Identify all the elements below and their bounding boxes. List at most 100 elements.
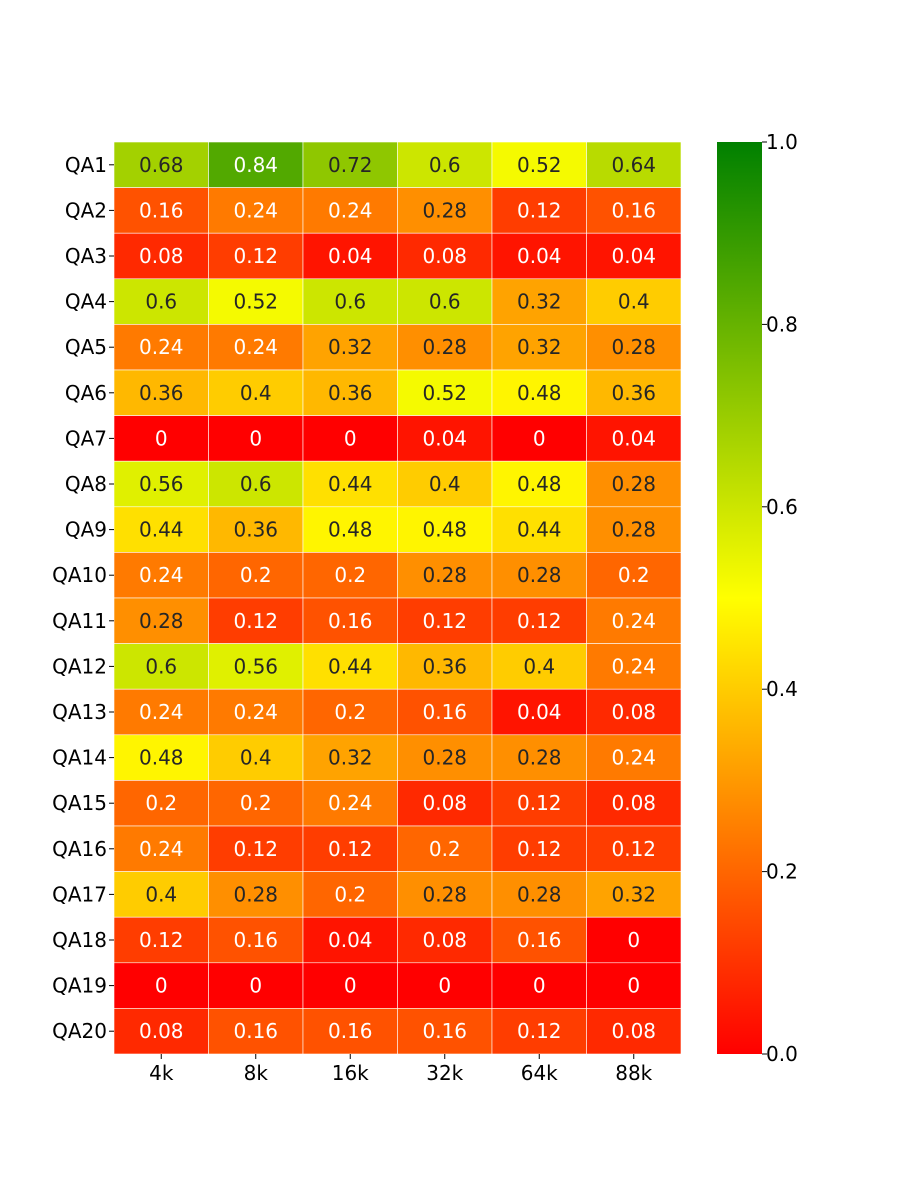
row-label: QA13 [52,700,107,724]
heatmap-cell [397,643,493,690]
cell-value-label: 0.72 [328,153,373,177]
cell-value-label: 0.24 [139,563,184,587]
heatmap-cell [491,825,587,872]
cell-value-label: 0.52 [233,290,278,314]
heatmap-cell [302,734,398,781]
cell-value-label: 0.44 [328,654,373,678]
heatmap-cell [208,141,304,188]
heatmap-cell [302,278,398,325]
cell-value-label: 0.4 [618,290,650,314]
cell-value-label: 0.28 [422,563,467,587]
cell-value-label: 0.04 [328,928,373,952]
heatmap-cell [397,734,493,781]
heatmap-cell [586,597,682,644]
heatmap-cell [586,369,682,416]
colorbar-tick-label: 0.8 [766,312,798,336]
heatmap-cell [586,506,682,553]
heatmap-cell [113,1008,209,1055]
heatmap-cell [302,232,398,280]
cell-value-label: 0.28 [233,882,278,906]
heatmap-cell [113,780,209,827]
heatmap-cell [113,552,209,599]
cell-value-label: 0.16 [328,609,373,633]
colorbar-tick-label: 0.4 [766,677,798,701]
cell-value-label: 0.04 [517,700,562,724]
cell-value-label: 0.12 [517,837,562,861]
heatmap-cell [113,460,209,508]
column-label: 32k [426,1061,463,1085]
cell-value-label: 0.4 [240,746,272,770]
row-label: QA8 [65,472,107,496]
heatmap-cell [397,871,493,918]
cell-value-label: 0.12 [517,791,562,815]
cell-value-label: 0.16 [233,1019,278,1043]
row-labels: QA1 QA2 QA3 QA4 QA5 QA6 QA7 QA8 QA9 QA10 QA11 QA12 Q… [52,153,114,1043]
heatmap-cell [113,871,209,918]
heatmap-cell [586,962,682,1009]
heatmap-cell [491,232,587,280]
heatmap-cell [113,324,209,371]
cell-value-label: 0.32 [611,882,656,906]
heatmap-cell [586,1008,682,1055]
row-label: QA16 [52,837,107,861]
heatmap-cell [302,780,398,827]
cell-value-label: 0.36 [422,654,467,678]
cell-value-label: 0.28 [422,198,467,222]
heatmap-cell [302,688,398,736]
heatmap-cell [586,232,682,280]
heatmap-cell [586,141,682,188]
cell-value-label: 0.16 [139,198,184,222]
row-label: QA5 [65,335,107,359]
cell-value-label: 0.56 [233,654,278,678]
column-label: 64k [521,1061,558,1085]
cell-value-label: 0.12 [517,198,562,222]
cell-value-label: 0.4 [429,472,461,496]
heatmap-cell [113,141,209,188]
heatmap-cell [397,1008,493,1055]
heatmap-cell [491,141,587,188]
heatmap-cell [491,688,587,736]
row-label: QA2 [65,198,107,222]
cell-value-label: 0.16 [422,700,467,724]
cell-value-label: 0.04 [328,244,373,268]
heatmap-cell [208,962,304,1009]
cell-value-label: 0.2 [334,882,366,906]
column-label: 8k [244,1061,269,1085]
heatmap-cell [397,460,493,508]
cell-value-label: 0.28 [611,335,656,359]
heatmap-cell [397,324,493,371]
row-label: QA14 [52,746,107,770]
cell-value-label: 0.04 [422,426,467,450]
cell-value-label: 0.28 [422,882,467,906]
heatmap-cell [586,643,682,690]
cell-value-label: 0.36 [139,381,184,405]
cell-value-label: 0.28 [422,746,467,770]
heatmap-cell [397,825,493,872]
heatmap-cell [208,278,304,325]
cell-value-label: 0 [344,426,357,450]
heatmap-cell [397,780,493,827]
heatmap-cell [397,688,493,736]
cell-value-label: 0.08 [611,1019,656,1043]
cell-value-label: 0.24 [233,198,278,222]
column-label: 88k [615,1061,652,1085]
heatmap-cell [113,643,209,690]
cell-value-label: 0.08 [422,791,467,815]
heatmap-cell [302,460,398,508]
heatmap-cell [491,780,587,827]
cell-value-label: 0.16 [233,928,278,952]
cell-value-label: 0.28 [517,563,562,587]
cell-value-label: 0.4 [523,654,555,678]
row-label: QA10 [52,563,107,587]
cell-value-label: 0.6 [145,290,177,314]
cell-value-label: 0.16 [611,198,656,222]
cell-value-label: 0.08 [422,928,467,952]
cell-value-label: 0.36 [233,518,278,542]
heatmap-cell [586,780,682,827]
cell-value-label: 0 [533,426,546,450]
heatmap-cell [491,506,587,553]
row-label: QA3 [65,244,107,268]
cell-value-label: 0.24 [139,335,184,359]
cell-value-label: 0.2 [618,563,650,587]
